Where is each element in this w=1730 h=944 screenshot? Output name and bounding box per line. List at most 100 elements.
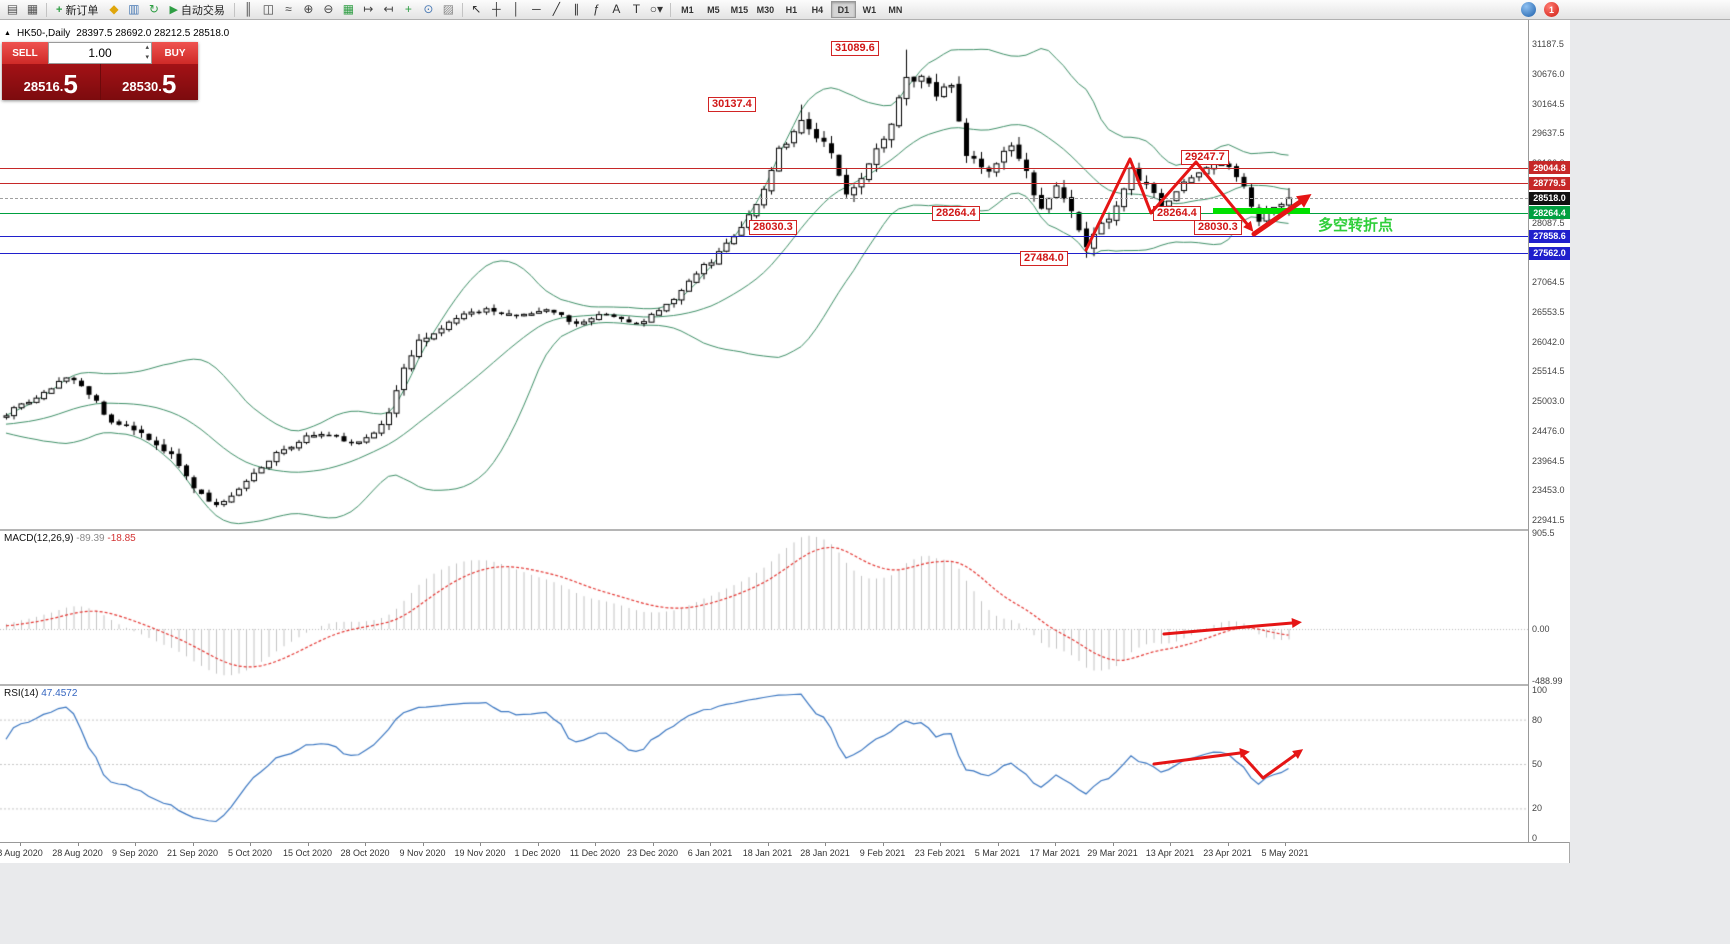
candlestick-type-icon[interactable]: ◫ (262, 2, 275, 16)
new-order-button[interactable]: + 新订单 (51, 1, 103, 18)
horizontal-level-line-28779.5[interactable] (0, 183, 1528, 184)
horizontal-level-line-27858.6[interactable] (0, 236, 1528, 238)
auto-scroll-icon[interactable]: ↦ (363, 2, 374, 16)
price-tag-29044.8[interactable]: 29044.8 (1529, 161, 1570, 175)
channel-icon[interactable]: ∥ (573, 2, 580, 16)
trendline-icon[interactable]: ╱ (552, 2, 561, 16)
date-axis-label: 19 Nov 2020 (454, 848, 506, 858)
community-icon[interactable] (1521, 2, 1536, 17)
rsi-indicator-canvas[interactable] (0, 686, 1528, 842)
price-axis-tick: 31187.5 (1532, 39, 1564, 49)
horizontal-level-line-29044.8[interactable] (0, 167, 1528, 169)
price-tag-27858.6[interactable]: 27858.6 (1529, 229, 1570, 243)
price-callout[interactable]: 28030.3 (1194, 220, 1242, 235)
autotrading-button[interactable]: ▶ 自动交易 (164, 1, 229, 18)
cursor-icon[interactable]: ↖ (471, 2, 482, 16)
price-tag-28779.5[interactable]: 28779.5 (1529, 176, 1570, 190)
buy-price-int: 28530. (122, 79, 162, 94)
vertical-line-icon[interactable]: │ (512, 2, 521, 16)
label-icon[interactable]: T (632, 2, 641, 16)
volume-down-icon[interactable]: ▾ (145, 54, 149, 61)
price-callout[interactable]: 28264.4 (1153, 206, 1201, 221)
one-click-collapse-icon[interactable]: ▲ (4, 30, 11, 37)
toolbar-separator (669, 2, 671, 17)
market-watch-icon[interactable]: ◆ (109, 2, 119, 16)
main-chart-canvas[interactable] (0, 20, 1528, 529)
price-tag-28264.4[interactable]: 28264.4 (1529, 206, 1570, 220)
timeframe-h1-button[interactable]: H1 (785, 4, 798, 15)
price-axis-tick: 24476.0 (1532, 425, 1565, 436)
date-axis-tick (882, 843, 884, 846)
line-chart-type-icon[interactable]: ≈ (285, 2, 292, 16)
price-tag-28518.0[interactable]: 28518.0 (1529, 191, 1570, 205)
price-tag-27562.0[interactable]: 27562.0 (1529, 246, 1570, 260)
chart-shift-icon[interactable]: ↤ (383, 2, 394, 16)
horizontal-level-line-28264.4[interactable] (0, 212, 1528, 214)
templates-icon[interactable]: ▨ (442, 2, 455, 16)
timeframe-d1-button[interactable]: D1 (830, 1, 856, 18)
bar-chart-type-icon[interactable]: ║ (244, 2, 253, 16)
date-axis-tick (537, 843, 539, 846)
crosshair-icon[interactable]: ┼ (492, 2, 501, 16)
price-callout[interactable]: 31089.6 (831, 41, 879, 56)
price-callout[interactable]: 28030.3 (749, 220, 797, 235)
date-axis-label: 18 Jan 2021 (742, 848, 793, 858)
sell-button[interactable]: SELL (2, 42, 48, 64)
timeframe-m5-button[interactable]: M5 (707, 4, 720, 15)
turning-point-highlight-bar[interactable] (1213, 208, 1310, 214)
pane-separator[interactable] (0, 684, 1569, 686)
indicators-icon[interactable]: + (404, 2, 412, 16)
horizontal-line-icon[interactable]: ─ (532, 2, 541, 16)
zoom-in-icon[interactable]: ⊕ (303, 2, 314, 16)
timeframe-w1-button[interactable]: W1 (862, 4, 877, 15)
sell-price[interactable]: 28516. 5 (2, 64, 100, 100)
horizontal-level-line-28518.0[interactable] (0, 198, 1528, 200)
timeframe-mn-button[interactable]: MN (888, 4, 903, 15)
tile-windows-icon[interactable]: ▦ (342, 2, 355, 16)
date-axis-label: 11 Dec 2020 (569, 848, 621, 858)
date-axis-label: 5 Mar 2021 (974, 848, 1021, 858)
volume-input[interactable]: 1.00 ▴ ▾ (48, 42, 152, 64)
price-axis-tick: 29637.5 (1532, 128, 1565, 139)
macd-indicator-canvas[interactable] (0, 531, 1528, 684)
timeframe-m30-button[interactable]: M30 (756, 4, 775, 15)
price-callout[interactable]: 30137.4 (708, 97, 756, 112)
horizontal-level-line-27562.0[interactable] (0, 253, 1528, 255)
volume-up-icon[interactable]: ▴ (145, 44, 149, 51)
shapes-icon[interactable]: ○▾ (649, 2, 664, 16)
buy-price[interactable]: 28530. 5 (100, 64, 198, 100)
toolbar-separator (233, 2, 235, 17)
notification-badge[interactable]: 1 (1544, 2, 1559, 17)
timeframe-m1-button[interactable]: M1 (681, 4, 694, 15)
pane-separator[interactable] (0, 529, 1569, 531)
macd-scale-label: 0.00 (1532, 624, 1550, 634)
data-window-icon[interactable]: ▥ (128, 2, 140, 16)
date-axis-label: 15 Oct 2020 (282, 848, 333, 858)
chart-profiles-icon[interactable]: ▦ (26, 2, 39, 16)
toolbar-separator (46, 2, 47, 17)
date-axis-tick (480, 843, 481, 846)
date-axis-label: 13 Apr 2021 (1145, 848, 1195, 858)
refresh-icon[interactable]: ↻ (148, 2, 159, 16)
date-axis-tick (192, 843, 194, 846)
main-toolbar: ▤ ▦ + 新订单 ◆ ▥ ↻ ▶ 自动交易 ║ ◫ ≈ ⊕ ⊖ ▦ ↦ ↤ + ⊙ ▨ ↖ ┼ │ ─ ╱ ∥ ƒ A T ○▾ M1 M5… (0, 0, 1730, 20)
price-callout[interactable]: 27484.0 (1020, 251, 1068, 266)
periods-icon[interactable]: ⊙ (423, 2, 434, 16)
fibonacci-icon[interactable]: ƒ (593, 2, 600, 16)
timeframe-m15-button[interactable]: M15 (730, 4, 749, 15)
date-axis-label: 9 Sep 2020 (111, 848, 159, 858)
date-axis-label: 23 Dec 2020 (626, 848, 679, 858)
zoom-out-icon[interactable]: ⊖ (323, 2, 334, 16)
text-icon[interactable]: A (612, 2, 621, 16)
timeframe-h4-button[interactable]: H4 (811, 4, 824, 15)
volume-spinner[interactable]: ▴ ▾ (145, 43, 149, 63)
date-axis-label: 5 May 2021 (1261, 848, 1309, 858)
buy-button[interactable]: BUY (152, 42, 198, 64)
price-callout[interactable]: 29247.7 (1181, 150, 1229, 165)
price-axis[interactable]: 31187.530676.030164.529637.529126.028087… (1528, 20, 1570, 843)
new-chart-icon[interactable]: ▤ (6, 2, 19, 16)
date-axis-label: 9 Nov 2020 (399, 848, 446, 858)
date-axis-tick (652, 843, 654, 846)
date-axis[interactable]: 8 Aug 2020 28 Aug 2020 9 Sep 2020 21 Sep 20… (0, 842, 1569, 863)
price-callout[interactable]: 28264.4 (932, 206, 980, 221)
